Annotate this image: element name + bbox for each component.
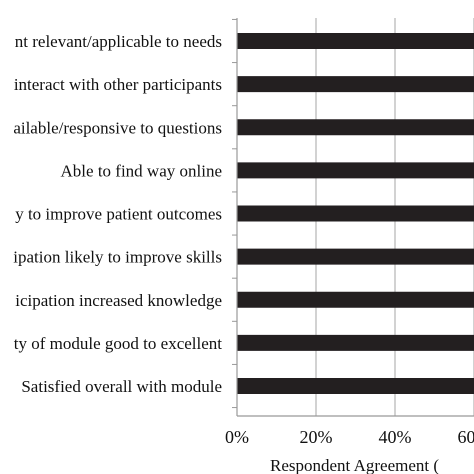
category-label: nt relevant/applicable to needs [15, 32, 222, 51]
bar [237, 205, 474, 222]
x-tick-labels: 0% 20% 40% 60% [225, 427, 474, 447]
category-label: icipation increased knowledge [15, 291, 222, 310]
bar [237, 248, 474, 265]
category-labels: nt relevant/applicable to needs interact … [13, 32, 222, 396]
category-label: Satisfied overall with module [21, 377, 222, 396]
category-label: y to improve patient outcomes [15, 205, 222, 224]
x-tick-label: 20% [300, 427, 333, 447]
x-tick-label: 0% [225, 427, 249, 447]
bar [237, 378, 474, 394]
category-label: interact with other participants [14, 75, 222, 94]
axes [232, 18, 474, 417]
bar [237, 76, 474, 93]
category-label: ty of module good to excellent [14, 334, 222, 353]
category-label: ipation likely to improve skills [13, 248, 222, 267]
x-axis-title: Respondent Agreement ( [270, 456, 439, 474]
bars [237, 33, 474, 394]
x-tick-label: 60% [458, 427, 474, 447]
category-label: Able to find way online [61, 161, 222, 180]
bar [237, 291, 474, 308]
x-tick-label: 40% [379, 427, 412, 447]
bar [237, 119, 474, 136]
bar [237, 334, 474, 351]
bar [237, 162, 474, 179]
category-label: ailable/responsive to questions [13, 118, 222, 137]
bar [237, 33, 474, 49]
